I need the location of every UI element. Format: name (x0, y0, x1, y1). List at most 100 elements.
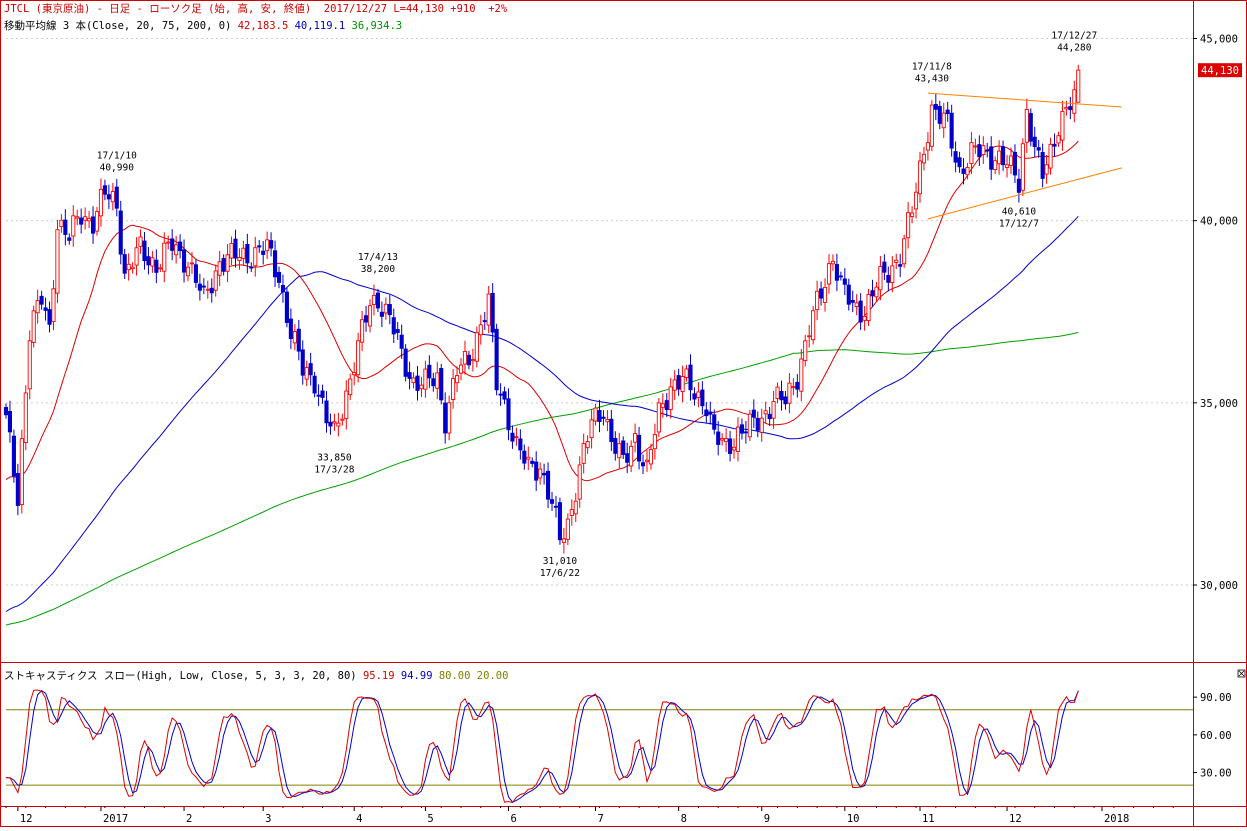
date-tick-label: 8 (681, 813, 687, 825)
candle-body (328, 421, 333, 427)
candle-body (985, 149, 990, 152)
ma20-value: 42,183.5 (237, 20, 289, 32)
candle-body (462, 351, 468, 365)
candle-body (87, 217, 92, 222)
candle-body (629, 445, 634, 467)
candle-body (1032, 136, 1037, 147)
candle-body (969, 142, 974, 164)
date-tick-label: 12 (20, 813, 33, 825)
candle-body (759, 417, 764, 433)
stochastic-legend: ストキャスティクス スロー(High, Low, Close, 5, 3, 3,… (4, 670, 508, 683)
candle-body (530, 460, 535, 464)
candle-body (1036, 147, 1041, 151)
price-tick-label: 30,000 (1200, 580, 1238, 592)
candle-body (613, 438, 618, 454)
candle-body (811, 310, 816, 341)
candle-body (253, 247, 258, 267)
candle-body (743, 431, 748, 434)
last-price-badge-label: 44,130 (1201, 65, 1239, 77)
candle-body (221, 258, 226, 272)
candle-body (324, 400, 329, 424)
candle-body (59, 219, 64, 228)
date-tick-label: 3 (265, 813, 271, 825)
candle-body (728, 438, 733, 454)
candle-body (664, 400, 669, 411)
annotation-line-1: 17/4/13 (358, 252, 398, 263)
candle-body (906, 212, 911, 239)
candle-body (910, 212, 915, 217)
candle-body (348, 378, 353, 396)
candle-body (178, 241, 183, 252)
candle-body (787, 382, 792, 404)
candle-body (320, 390, 325, 398)
candle-body (510, 432, 515, 442)
candle-body (367, 305, 373, 327)
candle-body (71, 215, 76, 237)
candle-body (549, 499, 555, 504)
candle-body (921, 153, 926, 164)
candle-body (47, 309, 52, 325)
candle-body (15, 473, 20, 506)
candle-body (573, 500, 578, 515)
candle-body (577, 464, 582, 500)
candle-body (419, 384, 424, 390)
candle-body (110, 191, 115, 203)
candle-body (154, 259, 159, 273)
ma200-line (5, 331, 1079, 626)
candle-body (997, 150, 1002, 165)
date-tick-label: 9 (764, 813, 770, 825)
candle-body (241, 247, 246, 259)
candle-body (542, 472, 547, 476)
date-tick-label: 10 (847, 813, 860, 825)
candle-body (771, 401, 776, 419)
candle-body (973, 145, 978, 148)
candle-body (605, 418, 610, 423)
candle-body (933, 104, 938, 110)
candle-body (79, 217, 84, 225)
stoch-d-line (5, 689, 1079, 803)
candle-body (284, 291, 289, 323)
candle-body (569, 509, 574, 516)
candle-body (193, 264, 198, 283)
candle-body (39, 295, 44, 305)
price-tick-label: 35,000 (1200, 398, 1238, 410)
candle-body (189, 262, 195, 265)
candle-body (205, 288, 210, 291)
annotation-line-2: 17/6/22 (540, 568, 580, 579)
candle-body (83, 216, 88, 221)
candle-body (676, 375, 681, 390)
annotation-line-1: 31,010 (543, 556, 578, 567)
candle-body (1056, 135, 1061, 144)
candle-body (288, 318, 293, 339)
candle-body (415, 375, 420, 391)
candle-body (668, 386, 673, 410)
last-price-badge (1198, 63, 1242, 78)
candle-body (929, 104, 934, 147)
change-label: +910 (450, 3, 476, 15)
candle-body (925, 142, 930, 151)
stoch-lower-value: 20.00 (476, 670, 509, 682)
candle-body (625, 453, 630, 463)
stoch-k-line (5, 689, 1079, 804)
candle-body (237, 256, 242, 261)
candle-body (672, 379, 677, 391)
candle-body (724, 438, 729, 443)
candle-body (502, 391, 507, 400)
candle-body (478, 324, 483, 336)
candle-body (280, 285, 286, 293)
annotation-line-2: 38,200 (361, 264, 396, 275)
candle-body (296, 328, 301, 352)
candle-body (621, 440, 626, 455)
timeframe-label: - 日足 - (96, 3, 143, 15)
candle-body (308, 363, 313, 376)
candle-body (269, 240, 274, 249)
candle-body (439, 368, 444, 401)
candle-body (981, 145, 986, 155)
candle-body (375, 292, 380, 309)
candle-body (989, 146, 994, 170)
ma75-line (5, 215, 1079, 612)
date-label: 2017/12/27 (323, 3, 388, 15)
candle-body (486, 293, 491, 326)
